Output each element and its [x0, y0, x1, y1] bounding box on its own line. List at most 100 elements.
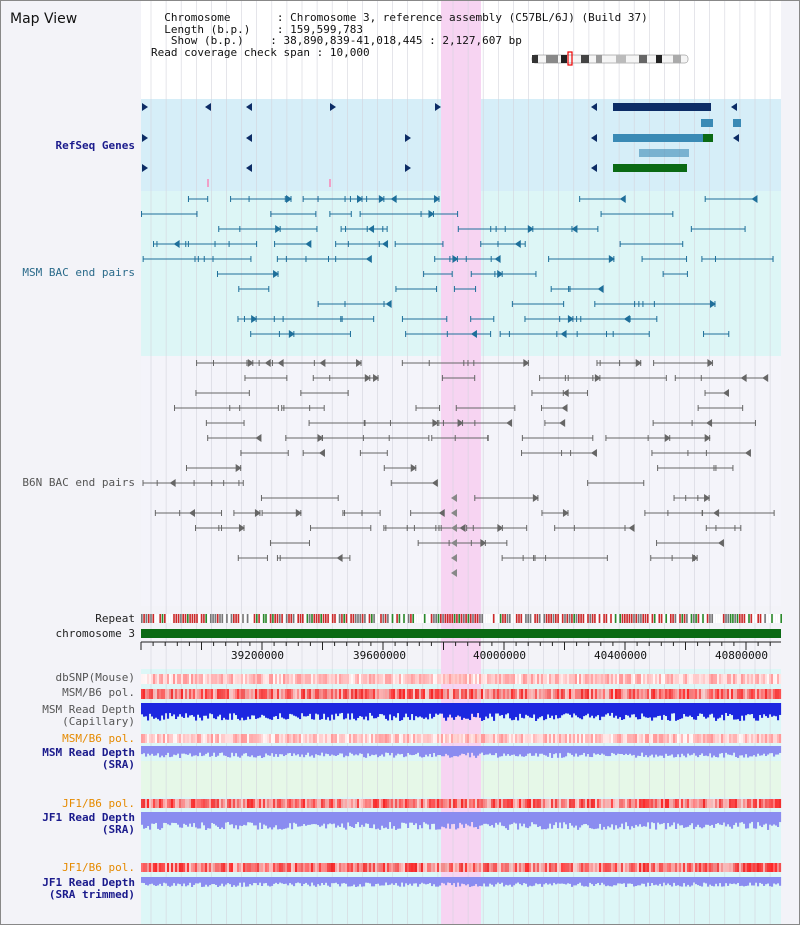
msm-b6-pol-sra-cell: [749, 734, 752, 743]
msm-b6-pol-sra-cell: [409, 734, 412, 743]
dbsnp-cell: [581, 674, 584, 684]
dbsnp-cell: [775, 674, 778, 684]
dbsnp-cell: [193, 674, 196, 684]
dbsnp-cell: [633, 674, 636, 684]
msm-b6-pol-cell: [489, 689, 492, 699]
msm-b6-pol-cell: [613, 689, 616, 699]
jf1-b6-pol-trim-cell: [417, 863, 420, 872]
msm-b6-pol-sra-cell: [381, 734, 384, 743]
jf1-b6-pol-trim-cell: [367, 863, 370, 872]
jf1-depth-sra-bar: [267, 812, 270, 829]
msm-b6-pol-cell: [341, 689, 344, 699]
jf1-b6-pol-trim-cell: [583, 863, 586, 872]
gene-marker: [142, 103, 148, 111]
jf1-depth-sra-bar: [145, 812, 148, 828]
msm-b6-pol-cell: [285, 689, 288, 699]
jf1-b6-pol-trim-cell: [539, 863, 542, 872]
msm-b6-pol-cell: [585, 689, 588, 699]
msm-depth-sra-bar: [555, 746, 558, 754]
jf1-b6-pol-cell: [301, 799, 304, 808]
msm-b6-pol-sra-cell: [165, 734, 168, 743]
jf1-b6-pol-cell: [461, 799, 464, 808]
msm-b6-pol-sra-cell: [327, 734, 330, 743]
jf1-b6-pol-trim-cell: [517, 863, 520, 872]
refseq-genes-label[interactable]: RefSeq Genes: [55, 139, 135, 152]
repeat-mark: [318, 614, 320, 623]
msm-b6-pol-sra-cell: [575, 734, 578, 743]
jf1-b6-pol-trim-cell: [225, 863, 228, 872]
jf1-depth-trim-bar: [343, 877, 346, 884]
repeat-mark: [203, 614, 205, 623]
msm-depth-sra-bar: [541, 746, 544, 754]
jf1-b6-pol-cell: [361, 799, 364, 808]
dbsnp-cell: [777, 674, 780, 684]
msm-depth-sra-bar: [445, 746, 448, 754]
msm-b6-pol-cell: [191, 689, 194, 699]
jf1-depth-trim-bar: [353, 877, 356, 885]
repeat-mark: [414, 614, 417, 623]
dbsnp-cell: [645, 674, 648, 684]
msm-b6-pol-cell: [483, 689, 486, 699]
jf1-b6-pol-cell: [393, 799, 396, 808]
jf1-b6-pol-cell: [387, 799, 390, 808]
msm-depth-sra-bar: [203, 746, 206, 756]
jf1-depth-sra-bar: [681, 812, 684, 826]
msm-depth-sra-bar: [183, 746, 186, 754]
msm-bac-label[interactable]: MSM BAC end pairs: [22, 266, 135, 279]
b6n-bac-label[interactable]: B6N BAC end pairs: [22, 476, 135, 489]
jf1-depth-trim-bar: [241, 877, 244, 887]
msm-b6-pol-sra-cell: [685, 734, 688, 743]
jf1-depth-trim-bar: [179, 877, 182, 885]
jf1-b6-pol-cell: [379, 799, 382, 808]
jf1-depth-sra-bar: [597, 812, 600, 829]
msm-depth-sra-bar: [567, 746, 570, 753]
msm-b6-pol-sra-cell: [313, 734, 316, 743]
jf1-depth-sra-bar: [505, 812, 508, 829]
jf1-b6-pol-cell: [707, 799, 710, 808]
jf1-depth-trim-bar: [361, 877, 364, 887]
msm-depth-sra-bar: [381, 746, 384, 755]
msm-b6-pol-cell: [475, 689, 478, 699]
msm-b6-pol-sra-cell: [691, 734, 694, 743]
msm-depth-capillary-bar: [321, 703, 324, 720]
msm-b6-pol-sra-cell: [239, 734, 242, 743]
msm-b6-pol-sra-cell: [603, 734, 606, 743]
jf1-depth-sra-bar: [697, 812, 700, 825]
msm-depth-sra-bar: [431, 746, 434, 758]
jf1-b6-pol-trim-cell: [619, 863, 622, 872]
jf1-b6-pol-cell: [413, 799, 416, 808]
msm-depth-capillary-bar: [533, 703, 536, 715]
dbsnp-cell: [391, 674, 394, 684]
msm-depth-capillary-bar: [251, 703, 254, 716]
msm-b6-pol-sra-cell: [271, 734, 274, 743]
repeat-mark: [292, 614, 295, 623]
dbsnp-cell: [317, 674, 320, 684]
repeat-mark: [736, 614, 739, 623]
msm-b6-pol-sra-cell: [229, 734, 232, 743]
dbsnp-cell: [481, 674, 484, 684]
msm-depth-sra-bar: [539, 746, 542, 754]
jf1-depth-sra-bar: [543, 812, 546, 830]
dbsnp-cell: [161, 674, 164, 684]
jf1-depth-sra-bar: [569, 812, 572, 824]
jf1-depth-trim-bar: [515, 877, 518, 884]
repeat-mark: [771, 614, 773, 623]
jf1-depth-sra-bar: [741, 812, 744, 823]
jf1-depth-sra-bar: [573, 812, 576, 828]
gene-block: [701, 119, 713, 127]
msm-b6-pol-cell: [525, 689, 528, 699]
msm-depth-sra-bar: [159, 746, 162, 758]
dbsnp-cell: [209, 674, 212, 684]
jf1-depth-sra-bar: [305, 812, 308, 826]
jf1-depth-sra-bar: [425, 812, 428, 824]
jf1-b6-pol-trim-cell: [201, 863, 204, 872]
jf1-b6-pol-trim-cell: [653, 863, 656, 872]
jf1-b6-pol-trim-cell: [575, 863, 578, 872]
msm-depth-capillary-bar: [669, 703, 672, 721]
msm-b6-pol-sra-cell: [755, 734, 758, 743]
msm-b6-pol-sra-cell: [743, 734, 746, 743]
jf1-depth-trim-bar: [667, 877, 670, 884]
msm-depth-capillary-bar: [481, 703, 484, 721]
msm-b6-pol-sra-cell: [189, 734, 192, 743]
